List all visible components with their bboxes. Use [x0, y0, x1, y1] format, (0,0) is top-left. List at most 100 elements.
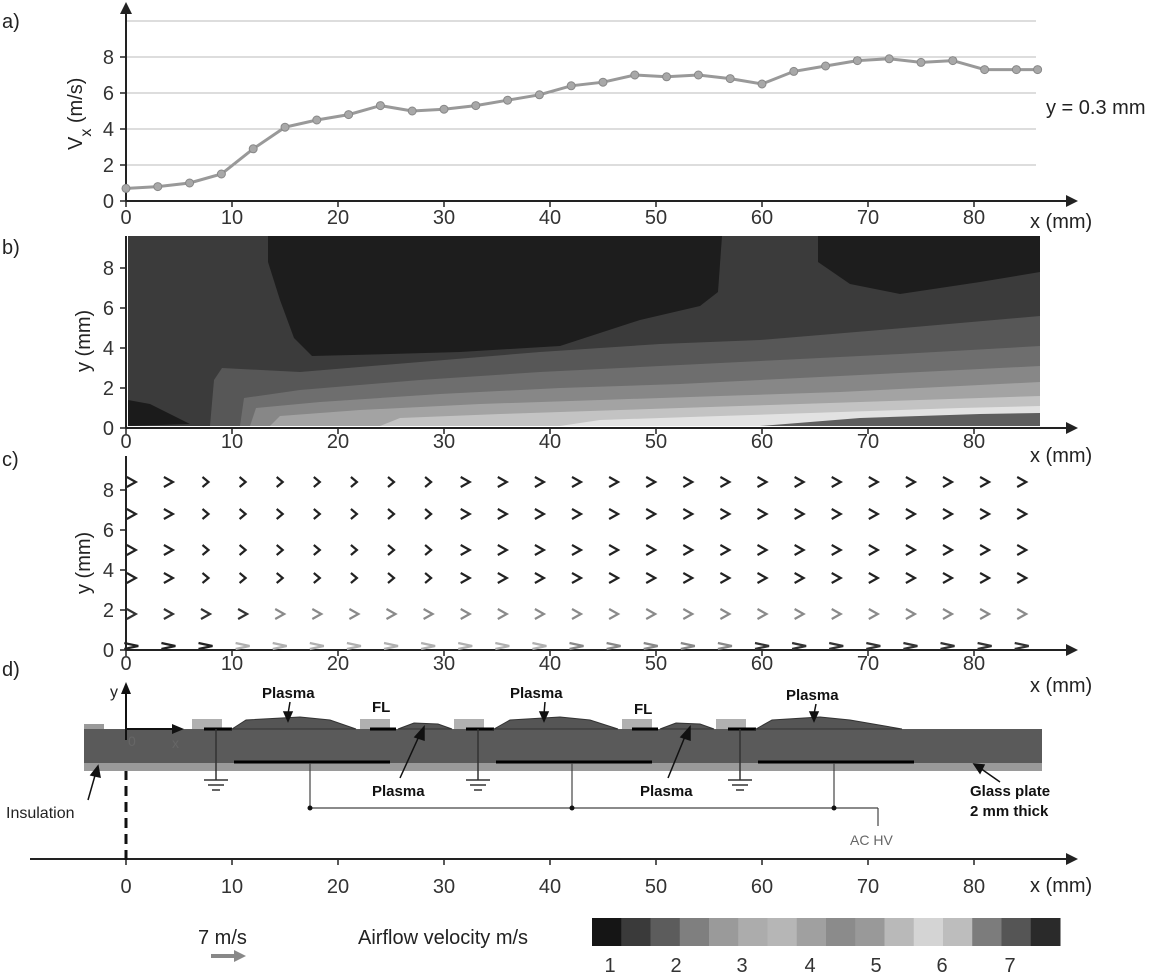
panel-c-vector-arrow [424, 476, 433, 488]
panel-c-vector-arrow [682, 608, 695, 620]
panel-c-vector-arrow [201, 572, 211, 584]
panel-c-vector-arrow [1016, 608, 1029, 620]
panel-a-y-label: Vx (m/s) [65, 78, 95, 150]
panel-d-x-tick-label: 10 [221, 876, 243, 898]
panel-c-y-tick-label: 4 [103, 560, 114, 582]
panel-a-point [630, 70, 640, 80]
panel-a-x-tick-label: 70 [857, 207, 879, 229]
exposed-electrode-3 [716, 719, 746, 729]
panel-c-vector-arrow [571, 544, 584, 556]
panel-c-vector-arrow [979, 572, 992, 584]
pointer-glass [979, 767, 1001, 783]
panel-c-vector-arrow [275, 572, 285, 584]
panel-d-x-tick-label: 20 [327, 876, 349, 898]
panel-c-vector-arrow [608, 508, 621, 520]
panel-d-x-tick-label: 30 [433, 876, 455, 898]
panel-a-point [121, 183, 131, 193]
pointer-plasma-bottom-2 [667, 733, 687, 779]
panel-a-point [344, 110, 354, 120]
hv-node-1 [307, 805, 313, 811]
panel-c-vector-arrow [235, 641, 250, 651]
panel-c-vector-arrow [791, 641, 807, 651]
panel-c-vector-arrow [126, 508, 139, 520]
panel-c-vector-arrow [794, 608, 806, 620]
panel-c-x-tick-label: 10 [221, 653, 243, 675]
colorbar-tick-label: 6 [936, 955, 947, 976]
panel-c-vector-arrow [831, 476, 843, 488]
panel-c-vector-arrow [794, 544, 806, 556]
panel-c-vector-arrow [868, 608, 881, 620]
panel-a-point [439, 104, 449, 114]
diagram-x-arrow [172, 724, 184, 734]
diagram-origin: 0 [128, 733, 136, 749]
glass-label-1: Glass plate [970, 783, 1050, 800]
panel-a-point [153, 182, 163, 192]
panel-a-line [125, 57, 1038, 190]
panel-c-vector-arrow [571, 572, 584, 584]
panel-c-vector-arrow [682, 508, 695, 520]
panel-c-vector-arrow [497, 608, 510, 620]
arrow-scale-head [234, 950, 246, 962]
panel-b-y-tick-label: 6 [103, 298, 114, 320]
pointer-arrows [87, 701, 1001, 801]
panel-c-vector-arrow [571, 476, 584, 488]
panel-c-y-tick-label: 0 [103, 640, 114, 662]
panel-a-y-label-v: V [65, 136, 87, 150]
panel-a-x-ticks: 0 10 20 30 40 50 60 70 80 [120, 201, 985, 229]
panel-c-vector-arrow [1016, 572, 1029, 584]
panel-c-vector-arrow [163, 608, 176, 620]
panel-c-vector-arrow [163, 508, 176, 520]
colorbar-swatch [738, 918, 768, 946]
panel-c-vector-arrow [420, 641, 436, 651]
panel-c-vector-arrow [905, 608, 918, 620]
panel-c-y-label: y (mm) [73, 532, 95, 594]
panel-c-vector-arrow [643, 641, 658, 651]
pointer-plasma-bottom-2-head [679, 725, 691, 742]
panel-c-vector-arrow [979, 508, 992, 520]
panel-c-vector-arrow [942, 476, 955, 488]
panel-c-vector-arrow [348, 608, 361, 620]
panel-c-vector-arrow [1016, 544, 1029, 556]
panel-a-point [185, 178, 195, 188]
panel-a-point [980, 65, 990, 75]
panel-a-y-label-unit: (m/s) [65, 78, 87, 129]
colorbar-swatch [1001, 918, 1032, 946]
panel-c-vector-arrow [238, 508, 248, 520]
panel-c-vector-arrow [868, 572, 881, 584]
panel-c-vector-arrow [942, 544, 955, 556]
panel-a-point [534, 90, 544, 100]
panel-a-point [503, 95, 513, 105]
panel-c-x-tick-label: 50 [645, 653, 667, 675]
panel-c-vector-arrow [238, 572, 248, 584]
panel-b-y-label: y (mm) [73, 310, 95, 372]
panel-c-vector-arrow [163, 476, 176, 488]
panel-c-vector-arrow [161, 641, 176, 651]
panel-c-vector-arrow [238, 476, 248, 488]
panel-c-vector-arrow [719, 544, 732, 556]
panel-c-vector-arrow [387, 544, 396, 556]
panel-d-x-tick-label: 60 [751, 876, 773, 898]
panel-c-vector-arrow [198, 641, 213, 651]
hv-node-2 [569, 805, 575, 811]
panel-b-heatmap [128, 236, 1040, 426]
panel-c-vector-arrow [719, 508, 732, 520]
panel-d-x-tick-label: 70 [857, 876, 879, 898]
panel-c-vector-arrow [756, 572, 769, 584]
panel-a-point [375, 101, 385, 111]
panel-c-vector-arrow [682, 572, 695, 584]
pointer-plasma-bottom-1 [399, 733, 421, 779]
fl-label-1: FL [372, 699, 390, 716]
panel-c-vector-arrow [979, 476, 992, 488]
panel-b-x-label: x (mm) [1030, 445, 1092, 467]
insulation-layer [84, 763, 1042, 771]
panel-b-y-tick-label: 2 [103, 378, 114, 400]
panel-a-point [566, 81, 576, 91]
colorbar-tick-label: 2 [670, 955, 681, 976]
panel-a-y-tick-label: 2 [103, 155, 114, 177]
contour-band-wall [760, 413, 1040, 426]
panel-b-x-tick-label: 30 [433, 431, 455, 453]
panel-c-vector-arrow [868, 476, 881, 488]
panel-c-vector-arrow [272, 641, 287, 651]
insulation-label: Insulation [6, 805, 75, 822]
panel-c-vector-arrow [495, 641, 510, 651]
